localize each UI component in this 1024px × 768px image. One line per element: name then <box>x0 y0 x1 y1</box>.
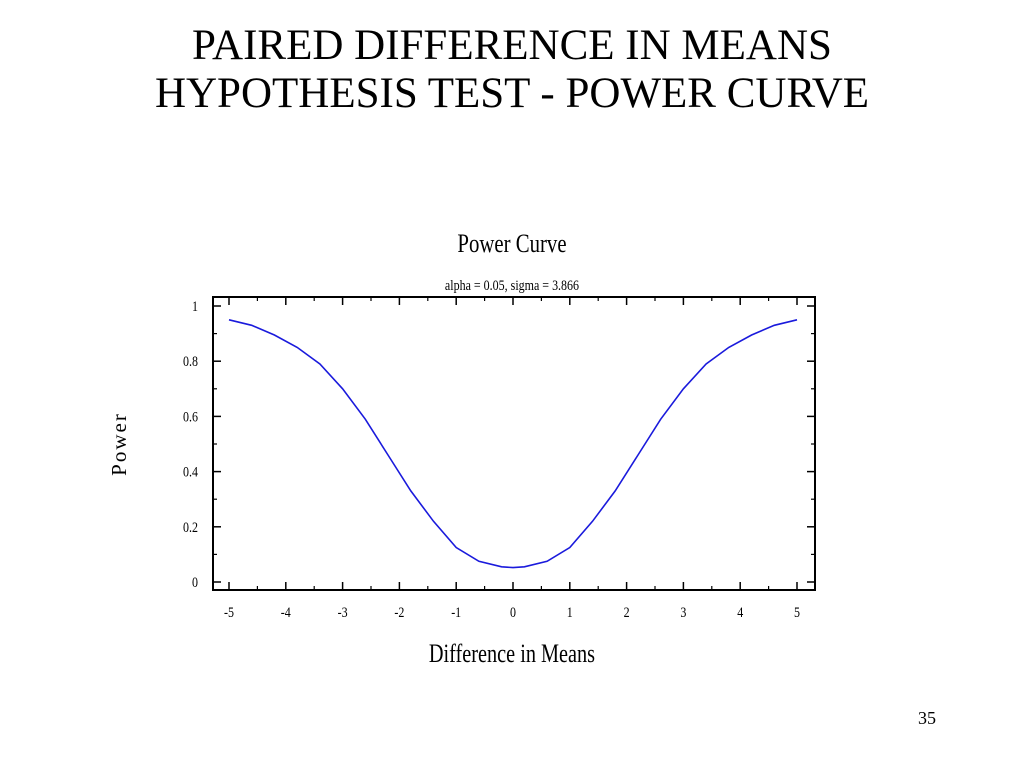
chart-title: Power Curve <box>457 230 566 259</box>
y-tick-label: 0.6 <box>183 408 198 425</box>
x-tick-label: -1 <box>451 604 461 621</box>
x-tick-label: -2 <box>394 604 404 621</box>
slide-title-line-2: HYPOTHESIS TEST - POWER CURVE <box>154 70 870 117</box>
page-number: 35 <box>918 708 936 728</box>
x-tick-labels: -5 -4 -3 -2 -1 0 1 2 3 4 5 <box>224 604 800 621</box>
chart-subtitle: alpha = 0.05, sigma = 3.866 <box>445 277 579 294</box>
x-tick-label: -5 <box>224 604 234 621</box>
y-tick-label: 0 <box>192 574 198 591</box>
x-tick-label: -4 <box>281 604 291 621</box>
x-axis-label: Difference in Means <box>429 640 595 669</box>
y-axis-label: Power <box>107 412 131 476</box>
x-tick-label: 1 <box>567 604 573 621</box>
y-tick-label: 0.8 <box>183 353 198 370</box>
x-tick-label: 3 <box>680 604 686 621</box>
x-tick-label: 4 <box>737 604 743 621</box>
plot-frame <box>212 296 816 591</box>
y-tick-label: 0.4 <box>183 463 198 480</box>
slide-title-line-1: PAIRED DIFFERENCE IN MEANS <box>192 22 832 69</box>
power-curve-line <box>228 319 798 569</box>
y-tick-labels: 0 0.2 0.4 0.6 0.8 1 <box>183 298 198 591</box>
x-tick-label: 2 <box>624 604 630 621</box>
y-tick-label: 1 <box>192 298 198 315</box>
y-tick-label: 0.2 <box>183 519 198 536</box>
x-tick-label: 5 <box>794 604 800 621</box>
x-tick-label: -3 <box>338 604 348 621</box>
axis-ticks <box>213 297 815 590</box>
slide-title: PAIRED DIFFERENCE IN MEANS HYPOTHESIS TE… <box>0 22 1024 118</box>
x-tick-label: 0 <box>510 604 516 621</box>
